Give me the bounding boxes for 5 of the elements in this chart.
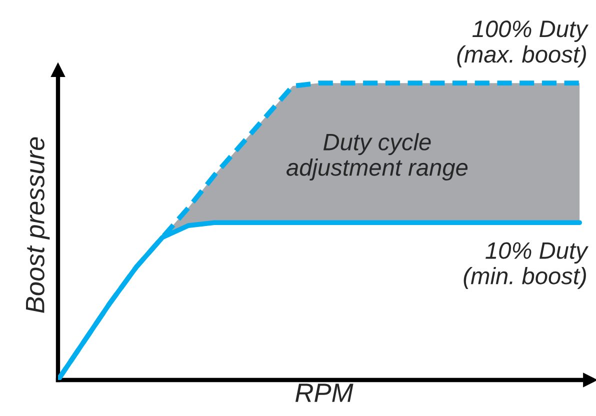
annotation: 10% Duty (min. boost) [464, 242, 589, 290]
y-axis-title: Boost pressure [26, 137, 50, 313]
x-axis-title: RPM [295, 384, 354, 402]
annotation: Duty cycle adjustment range [286, 133, 468, 181]
text: 100% Duty (max. boost) [457, 20, 589, 68]
